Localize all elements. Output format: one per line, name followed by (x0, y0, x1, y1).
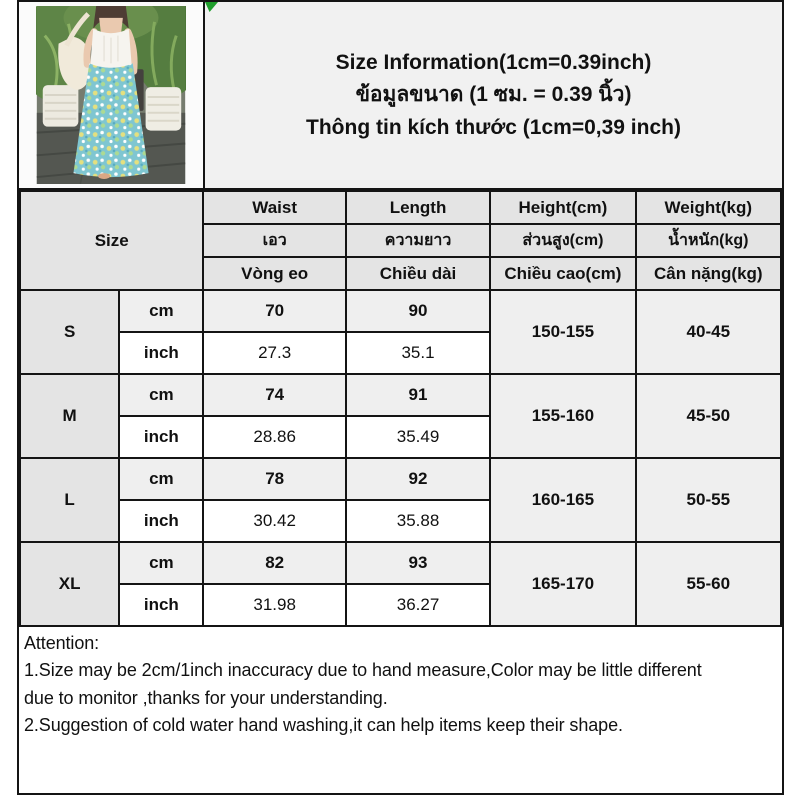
attention-notes: Attention: 1.Size may be 2cm/1inch inacc… (19, 627, 782, 740)
table-row-s-cm: S cm 70 90 150-155 40-45 (18, 289, 783, 375)
top-section: Size Information(1cm=0.39inch) ข้อมูลขนา… (19, 2, 782, 190)
col-header-waist-th: เอว (202, 223, 347, 258)
waist-inch-value: 31.98 (202, 583, 347, 627)
weight-range-value: 40-45 (634, 289, 783, 375)
size-label-xl: XL (18, 541, 121, 627)
table-row-l-cm: L cm 78 92 160-165 50-55 (18, 457, 783, 543)
height-range-value: 160-165 (489, 457, 637, 543)
unit-label-cm: cm (118, 373, 205, 417)
unit-label-cm: cm (118, 289, 205, 333)
table-row-m-inch: inch 28.86 35.49 (20, 415, 781, 459)
table-row-xl-cm: XL cm 82 93 165-170 55-60 (18, 541, 783, 627)
length-cm-value: 92 (344, 457, 492, 501)
weight-range-value: 45-50 (634, 373, 783, 459)
col-header-weight-en: Weight(kg) (634, 190, 783, 225)
unit-label-inch: inch (118, 499, 205, 543)
unit-label-cm: cm (118, 541, 205, 585)
col-header-waist-vi: Vòng eo (202, 256, 347, 291)
unit-label-inch: inch (118, 583, 205, 627)
waist-cm-value: 78 (202, 457, 347, 501)
col-header-height-th: ส่วนสูง(cm) (489, 223, 637, 258)
table-row-s-inch: inch 27.3 35.1 (20, 331, 781, 375)
length-inch-value: 35.49 (344, 415, 492, 459)
length-cm-value: 90 (344, 289, 492, 333)
page-title-th: ข้อมูลขนาด (1 ซม. = 0.39 นิ้ว) (355, 83, 632, 107)
waist-cm-value: 70 (202, 289, 347, 333)
waist-inch-value: 27.3 (202, 331, 347, 375)
col-header-waist-en: Waist (202, 190, 347, 225)
waist-inch-value: 30.42 (202, 499, 347, 543)
col-header-weight-th: น้ำหนัก(kg) (634, 223, 783, 258)
size-label-s: S (18, 289, 121, 375)
col-header-length-en: Length (344, 190, 492, 225)
product-photo-illustration (36, 6, 186, 184)
unit-label-inch: inch (118, 415, 205, 459)
table-row-m-cm: M cm 74 91 155-160 45-50 (18, 373, 783, 459)
height-range-value: 165-170 (489, 541, 637, 627)
height-range-value: 155-160 (489, 373, 637, 459)
length-cm-value: 93 (344, 541, 492, 585)
attention-heading: Attention: (24, 633, 100, 653)
attention-note-2: 2.Suggestion of cold water hand washing,… (24, 715, 623, 736)
product-photo (19, 2, 205, 188)
attention-note-1-line-1: 1.Size may be 2cm/1inch inaccuracy due t… (24, 660, 702, 681)
unit-label-cm: cm (118, 457, 205, 501)
waist-cm-value: 82 (202, 541, 347, 585)
size-table: Size Waist Length Height(cm) Weight(kg) … (18, 190, 783, 627)
col-header-length-th: ความยาว (344, 223, 492, 258)
length-inch-value: 35.88 (344, 499, 492, 543)
length-inch-value: 35.1 (344, 331, 492, 375)
weight-range-value: 50-55 (634, 457, 783, 543)
title-block: Size Information(1cm=0.39inch) ข้อมูลขนา… (205, 2, 782, 188)
page-title-vi: Thông tin kích thước (1cm=0,39 inch) (306, 115, 681, 139)
col-header-weight-vi: Cân nặng(kg) (634, 256, 783, 291)
waist-cm-value: 74 (202, 373, 347, 417)
length-cm-value: 91 (344, 373, 492, 417)
height-range-value: 150-155 (489, 289, 637, 375)
size-chart-sheet: Size Information(1cm=0.39inch) ข้อมูลขนา… (17, 0, 784, 795)
attention-note-1-line-2: due to monitor ,thanks for your understa… (24, 687, 388, 708)
table-row-l-inch: inch 30.42 35.88 (20, 499, 781, 543)
table-row-xl-inch: inch 31.98 36.27 (20, 583, 781, 627)
size-label-l: L (18, 457, 121, 543)
unit-label-inch: inch (118, 331, 205, 375)
page-title-en: Size Information(1cm=0.39inch) (335, 50, 652, 74)
waist-inch-value: 28.86 (202, 415, 347, 459)
col-header-height-en: Height(cm) (489, 190, 637, 225)
col-header-height-vi: Chiều cao(cm) (489, 256, 637, 291)
col-header-length-vi: Chiều dài (344, 256, 492, 291)
length-inch-value: 36.27 (344, 583, 492, 627)
cell-error-flag-triangle (205, 2, 218, 12)
size-column-header: Size (18, 190, 205, 291)
weight-range-value: 55-60 (634, 541, 783, 627)
size-label-m: M (18, 373, 121, 459)
